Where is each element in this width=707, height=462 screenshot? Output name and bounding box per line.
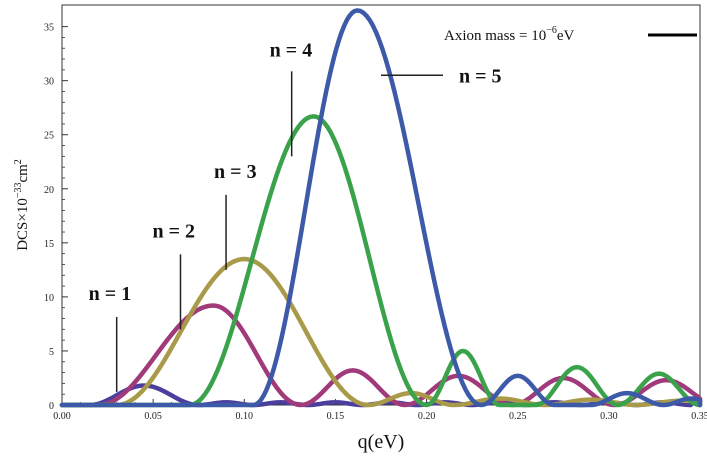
x-tick-label: 0.10 xyxy=(236,411,254,422)
y-tick-label: 35 xyxy=(44,23,54,34)
x-tick-label: 0.05 xyxy=(144,411,162,422)
series-line-n5 xyxy=(59,8,703,408)
y-tick-label: 5 xyxy=(49,347,54,358)
y-tick-label: 0 xyxy=(49,401,54,412)
x-tick-label: 0.25 xyxy=(509,411,527,422)
annotations: n = 1 n = 2 n = 3 n = 4 n = 5 xyxy=(89,39,502,393)
annotation-label-n1: n = 1 xyxy=(89,283,132,305)
legend-text: Axion mass = 10−6eV xyxy=(444,25,575,44)
curves xyxy=(59,8,703,408)
annotation-label-n3: n = 3 xyxy=(214,161,257,183)
x-tick-label: 0.15 xyxy=(327,411,345,422)
y-tick-label: 25 xyxy=(44,131,54,142)
annotation-label-n2: n = 2 xyxy=(152,220,195,242)
x-tick-label: 0.30 xyxy=(600,411,618,422)
series-line-n3 xyxy=(59,256,703,408)
annotation-label-n5: n = 5 xyxy=(459,65,502,87)
plot-frame xyxy=(61,4,701,406)
x-tick-label: 0.00 xyxy=(53,411,71,422)
y-tick-label: 10 xyxy=(44,293,54,304)
y-tick-label: 20 xyxy=(44,185,54,196)
x-tick-label: 0.35 xyxy=(691,411,707,422)
annotation-label-n4: n = 4 xyxy=(270,39,313,61)
y-axis-label: DCS×10−33cm2 xyxy=(13,159,31,251)
y-tick-label: 15 xyxy=(44,239,54,250)
y-tick-label: 30 xyxy=(44,77,54,88)
x-tick-label: 0.20 xyxy=(418,411,436,422)
legend: Axion mass = 10−6eV xyxy=(444,25,697,44)
series-line-n4 xyxy=(59,114,703,408)
x-axis-label: q(eV) xyxy=(358,431,405,453)
